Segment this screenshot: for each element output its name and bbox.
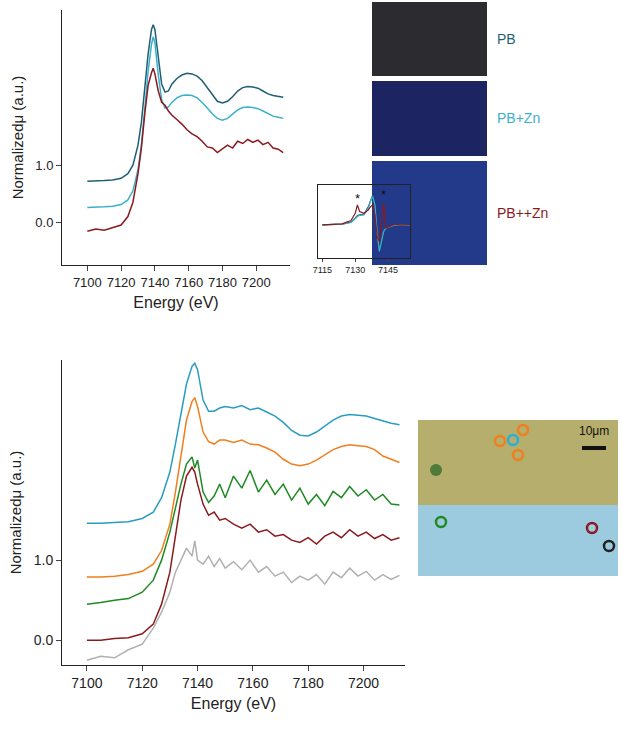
svg-text:1.0: 1.0: [34, 552, 54, 568]
svg-text:PB: PB: [497, 31, 516, 47]
svg-text:7160: 7160: [237, 675, 268, 691]
svg-text:PB+Zn: PB+Zn: [497, 110, 540, 126]
svg-text:*: *: [355, 191, 360, 206]
svg-text:7140: 7140: [182, 675, 213, 691]
svg-text:7200: 7200: [242, 275, 271, 290]
svg-text:7160: 7160: [174, 275, 203, 290]
svg-text:7100: 7100: [73, 275, 102, 290]
svg-text:7130: 7130: [345, 265, 365, 275]
svg-text:*: *: [381, 187, 386, 202]
svg-text:7140: 7140: [140, 275, 169, 290]
svg-text:1.0: 1.0: [35, 158, 53, 173]
svg-text:0.0: 0.0: [35, 215, 53, 230]
svg-text:7200: 7200: [348, 675, 379, 691]
svg-text:Energy (eV): Energy (eV): [133, 294, 218, 311]
svg-text:PB++Zn: PB++Zn: [497, 205, 548, 221]
svg-text:7120: 7120: [127, 675, 158, 691]
svg-text:10μm: 10μm: [579, 424, 609, 438]
svg-text:7120: 7120: [107, 275, 136, 290]
svg-text:7180: 7180: [208, 275, 237, 290]
svg-text:7145: 7145: [378, 265, 398, 275]
svg-text:7100: 7100: [71, 675, 102, 691]
svg-text:0.0: 0.0: [34, 632, 54, 648]
svg-text:Energy (eV): Energy (eV): [191, 695, 276, 712]
svg-text:Normalizedμ (a.u.): Normalizedμ (a.u.): [9, 76, 26, 200]
svg-text:7115: 7115: [313, 265, 332, 275]
svg-text:7180: 7180: [293, 675, 324, 691]
svg-text:Normalizedμ (a.u.): Normalizedμ (a.u.): [7, 451, 24, 575]
